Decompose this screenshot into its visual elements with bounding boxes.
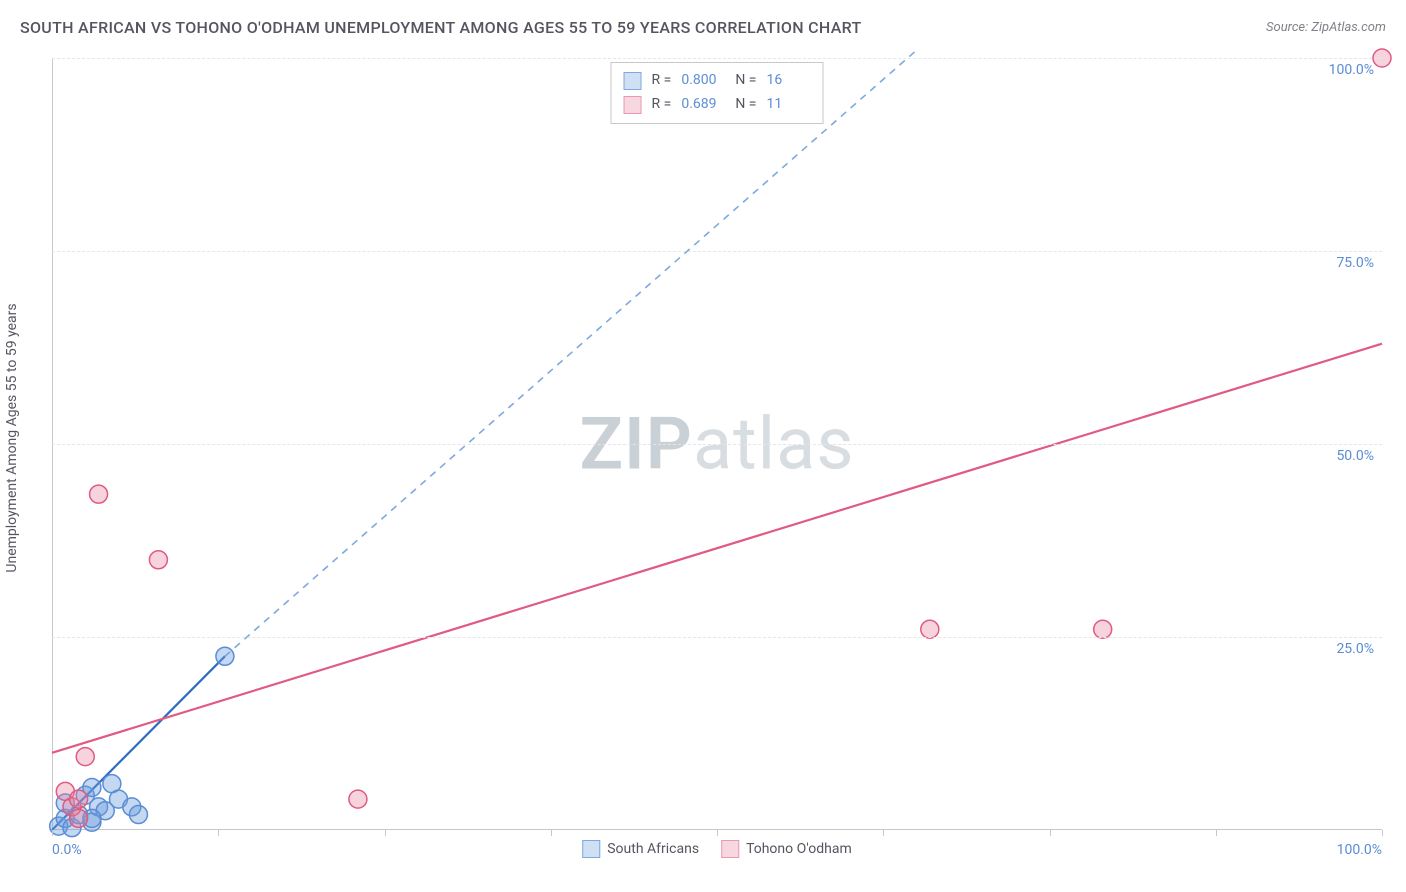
stat-r-value: 0.800 (681, 69, 725, 93)
bottom-legend: South Africans Tohono O'odham (582, 840, 852, 858)
x-tick (1050, 830, 1051, 836)
data-point (129, 806, 147, 824)
x-tick (551, 830, 552, 836)
stat-n-value: 11 (766, 93, 810, 117)
legend-label: Tohono O'odham (746, 841, 852, 857)
x-tick (218, 830, 219, 836)
y-tick-label: 100.0% (1329, 62, 1374, 78)
stat-r-value: 0.689 (681, 93, 725, 117)
legend-item: South Africans (582, 840, 699, 858)
stat-r-label: R = (652, 93, 672, 117)
x-tick (52, 830, 53, 836)
data-point (349, 790, 367, 808)
y-axis-label: Unemployment Among Ages 55 to 59 years (4, 303, 20, 572)
stats-legend: R = 0.800 N = 16 R = 0.689 N = 11 (611, 62, 824, 124)
legend-swatch (624, 72, 642, 90)
data-point (90, 485, 108, 503)
source-label: Source: ZipAtlas.com (1266, 20, 1386, 35)
scatter-plot: ZIPatlas R =0.800N =16R =0.689N =11 Sout… (52, 58, 1382, 830)
x-tick (883, 830, 884, 836)
stat-n-label: N = (735, 69, 756, 93)
y-tick-label: 25.0% (1336, 641, 1374, 657)
gridline (52, 637, 1382, 638)
data-point (216, 647, 234, 665)
data-point (921, 620, 939, 638)
legend-swatch (582, 840, 600, 858)
legend-label: South Africans (607, 841, 699, 857)
x-tick-label: 100.0% (1337, 842, 1382, 858)
x-tick (1382, 830, 1383, 836)
data-point (70, 790, 88, 808)
stat-r-label: R = (652, 69, 672, 93)
chart-title: SOUTH AFRICAN VS TOHONO O'ODHAM UNEMPLOY… (20, 18, 862, 37)
gridline (52, 444, 1382, 445)
legend-swatch (721, 840, 739, 858)
x-tick-label: 0.0% (52, 842, 82, 858)
stat-n-value: 16 (766, 69, 810, 93)
data-point (149, 551, 167, 569)
gridline (52, 58, 1382, 59)
x-tick (1216, 830, 1217, 836)
trend-line (52, 344, 1382, 753)
y-tick-label: 50.0% (1336, 448, 1374, 464)
gridline (52, 251, 1382, 252)
header-row: SOUTH AFRICAN VS TOHONO O'ODHAM UNEMPLOY… (20, 18, 1386, 37)
legend-swatch (624, 96, 642, 114)
stat-n-label: N = (735, 93, 756, 117)
data-point (70, 809, 88, 827)
data-point (1094, 620, 1112, 638)
x-tick (717, 830, 718, 836)
data-point (76, 748, 94, 766)
x-tick (385, 830, 386, 836)
trend-line (225, 50, 917, 656)
y-tick-label: 75.0% (1336, 255, 1374, 271)
stats-row: R = 0.800 N = 16 (624, 69, 811, 93)
legend-item: Tohono O'odham (721, 840, 852, 858)
stats-row: R = 0.689 N = 11 (624, 93, 811, 117)
